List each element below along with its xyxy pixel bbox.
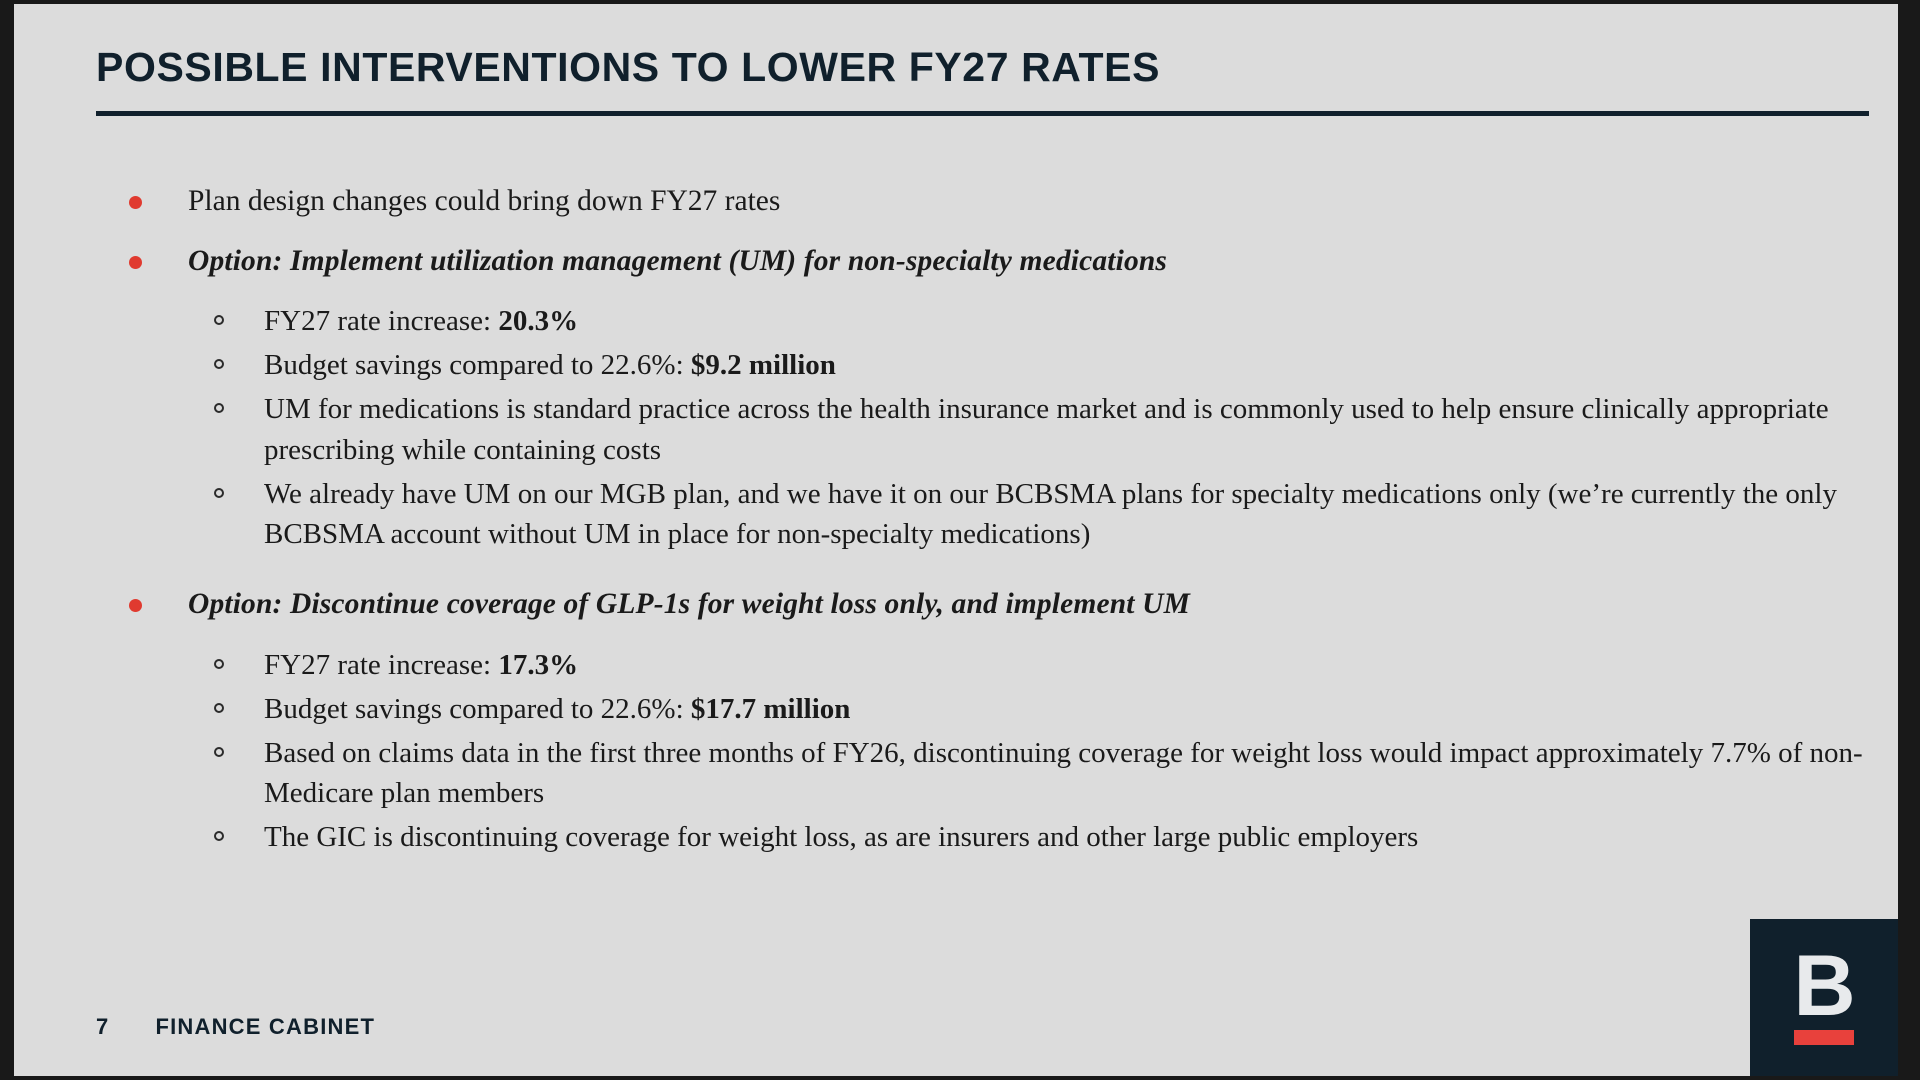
page-number: 7 xyxy=(96,1014,110,1039)
hollow-bullet-icon xyxy=(214,702,224,713)
logo-letter-b: B xyxy=(1793,938,1855,1035)
list-item-lead: The GIC is discontinuing coverage for we… xyxy=(264,821,1419,854)
option-1-heading-text: Option: Implement utilization management… xyxy=(188,244,1168,277)
list-item-lead: Budget savings compared to 22.6%: xyxy=(264,692,691,725)
list-item: Based on claims data in the first three … xyxy=(96,733,1886,815)
logo-red-bar-icon xyxy=(1794,1029,1854,1045)
list-item: We already have UM on our MGB plan, and … xyxy=(96,474,1886,556)
list-item: FY27 rate increase: 20.3% xyxy=(96,301,1886,342)
list-item-value: 17.3% xyxy=(498,648,579,681)
bullet-option-2-heading: Option: Discontinue coverage of GLP-1s f… xyxy=(96,585,1886,625)
hollow-bullet-icon xyxy=(214,658,224,669)
list-item-value: 20.3% xyxy=(498,305,579,338)
slide-footer: 7 FINANCE CABINET xyxy=(96,1014,375,1040)
list-item: UM for medications is standard practice … xyxy=(96,389,1886,471)
hollow-bullet-icon xyxy=(214,831,224,842)
bullet-dot-icon xyxy=(129,599,142,613)
option-2-points: FY27 rate increase: 17.3% Budget savings… xyxy=(96,645,1886,858)
list-item: Budget savings compared to 22.6%: $9.2 m… xyxy=(96,345,1886,386)
list-item-value: $9.2 million xyxy=(690,348,836,381)
boston-logo: B xyxy=(1750,919,1898,1076)
list-item-lead: Based on claims data in the first three … xyxy=(264,736,1863,810)
list-item: FY27 rate increase: 17.3% xyxy=(96,645,1886,686)
option-1-points: FY27 rate increase: 20.3% Budget savings… xyxy=(96,301,1886,555)
bullet-option-1-heading: Option: Implement utilization management… xyxy=(96,242,1886,282)
slide-body: Plan design changes could bring down FY2… xyxy=(96,182,1886,888)
title-divider xyxy=(96,111,1869,117)
hollow-bullet-icon xyxy=(214,487,224,498)
hollow-bullet-icon xyxy=(214,358,224,369)
bullet-dot-icon xyxy=(129,196,142,209)
list-item-lead: FY27 rate increase: xyxy=(264,305,499,338)
list-item-lead: Budget savings compared to 22.6%: xyxy=(264,348,691,381)
list-item: The GIC is discontinuing coverage for we… xyxy=(96,817,1886,858)
bullet-intro-text: Plan design changes could bring down FY2… xyxy=(188,185,781,217)
list-item-lead: We already have UM on our MGB plan, and … xyxy=(264,477,1837,551)
list-item-value: $17.7 million xyxy=(690,692,851,725)
footer-label: FINANCE CABINET xyxy=(155,1014,376,1039)
hollow-bullet-icon xyxy=(214,315,224,326)
page-title: POSSIBLE INTERVENTIONS TO LOWER FY27 RAT… xyxy=(96,44,1161,90)
bullet-dot-icon xyxy=(129,255,142,269)
option-2-heading-text: Option: Discontinue coverage of GLP-1s f… xyxy=(188,588,1190,621)
hollow-bullet-icon xyxy=(214,402,224,413)
title-block: POSSIBLE INTERVENTIONS TO LOWER FY27 RAT… xyxy=(96,44,1871,117)
bullet-intro: Plan design changes could bring down FY2… xyxy=(96,182,1886,222)
presentation-slide: POSSIBLE INTERVENTIONS TO LOWER FY27 RAT… xyxy=(14,4,1898,1076)
list-item-lead: UM for medications is standard practice … xyxy=(264,392,1829,466)
list-item-lead: FY27 rate increase: xyxy=(264,648,499,681)
list-item: Budget savings compared to 22.6%: $17.7 … xyxy=(96,689,1886,730)
hollow-bullet-icon xyxy=(214,746,224,757)
